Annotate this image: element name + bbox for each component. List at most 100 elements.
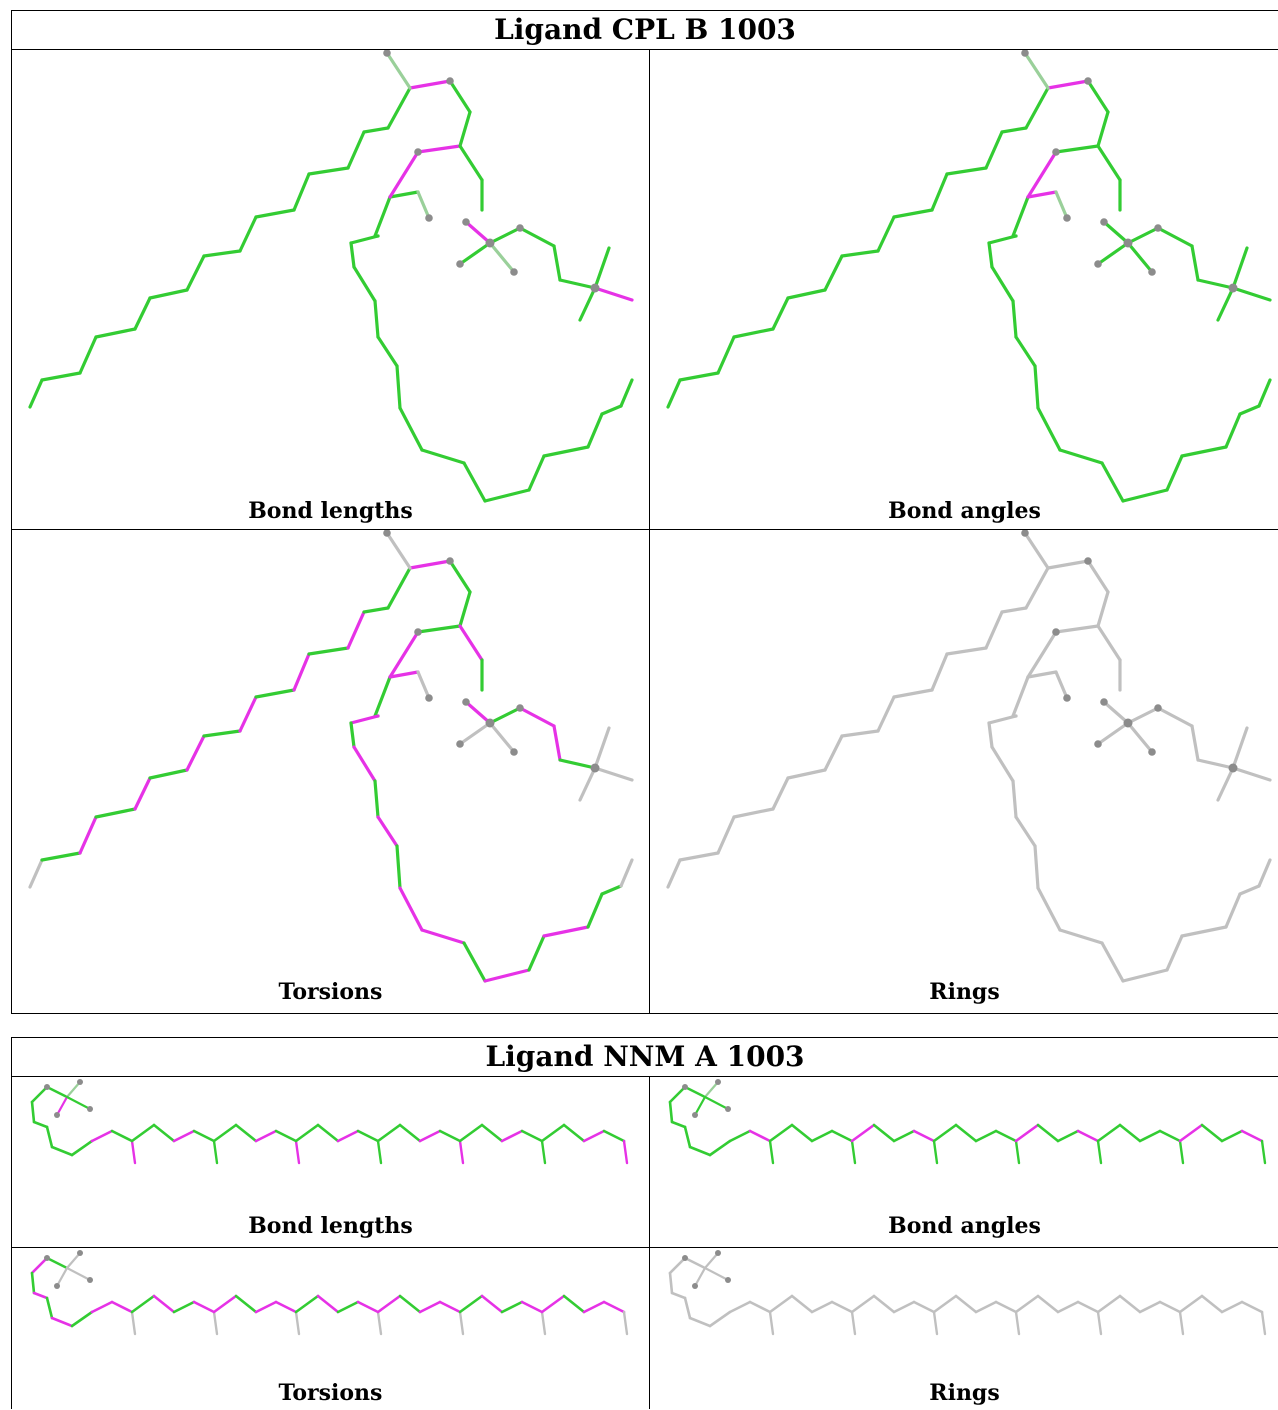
bond [1096,1310,1103,1336]
bond [1096,624,1122,662]
bond [1231,766,1272,782]
panel-label: Rings [929,979,1000,1005]
bond [622,1310,629,1336]
bond [500,1129,524,1143]
bond [172,1129,196,1143]
bond [172,1300,196,1314]
bond [1224,412,1242,449]
atom [87,1277,93,1283]
bond [1058,448,1104,465]
bond [130,1139,137,1165]
bond [1014,335,1037,368]
bond [600,404,623,416]
bond [1014,1123,1040,1143]
bond [954,1294,978,1314]
bond [786,768,827,780]
bond [1138,1129,1162,1143]
bond [1220,1129,1244,1143]
bond [488,721,516,754]
bond [716,815,736,855]
bond [1238,404,1261,416]
bond [1086,79,1110,114]
bond [254,1300,278,1314]
bond [1054,624,1100,634]
bond [376,1123,402,1143]
bond [562,1123,586,1143]
bond [152,1294,176,1314]
bond [458,110,472,148]
bond [356,1300,380,1314]
bond [786,288,827,300]
atom [1084,557,1092,565]
bond [1126,241,1154,274]
bond [1026,190,1058,199]
bond [352,745,377,783]
atom [1021,50,1029,57]
bond [876,695,896,733]
bond [987,714,1018,725]
bond [1121,968,1169,983]
bond [932,1123,958,1143]
panel-label: Torsions [278,1380,383,1406]
bond [1200,1123,1224,1143]
bond [578,766,597,802]
bond [448,559,472,594]
bond [386,566,412,610]
bond [688,1145,712,1157]
bond [1158,1300,1182,1314]
bond [987,721,994,749]
bond [70,1310,94,1328]
bond [1178,1294,1204,1314]
bond [395,364,402,410]
bond [1138,1300,1162,1314]
panel-torsions: Torsions [12,1248,649,1410]
bond [768,1139,775,1165]
bond [1054,144,1100,154]
bond [438,1300,462,1314]
bond [670,1291,687,1300]
bond [32,1291,49,1300]
bond [388,670,420,679]
bond [294,1139,301,1165]
bond [703,1251,720,1270]
bond [418,1300,442,1314]
bond [307,646,350,656]
bond [1011,195,1030,238]
bond [987,241,994,269]
bond [50,1316,74,1328]
bond [1126,706,1160,725]
atom [425,694,433,702]
bond [1026,150,1058,199]
bond [1156,226,1194,248]
bond [352,265,377,303]
bond [1180,925,1228,938]
bond [593,726,611,770]
bond [55,1095,69,1117]
bond [1238,884,1261,896]
bond [349,241,356,269]
bond [376,1294,402,1314]
atom [485,718,495,728]
bond [420,928,466,945]
bond [810,1129,834,1143]
bond [1190,724,1200,762]
atom [87,1106,93,1112]
bond [420,448,466,465]
bond [542,445,590,458]
bond [70,1139,94,1157]
bond [395,844,402,890]
bond [349,721,356,749]
bond [458,1139,465,1165]
bond [40,851,82,862]
atom [44,1084,50,1090]
bond [771,776,790,811]
bond [540,1139,547,1165]
bond [1231,726,1249,770]
bond [458,1310,465,1336]
bond [668,1271,674,1295]
bond [1126,226,1160,245]
bond [336,1129,360,1143]
bond [666,378,682,409]
bond [912,1300,936,1314]
bond [593,766,634,782]
